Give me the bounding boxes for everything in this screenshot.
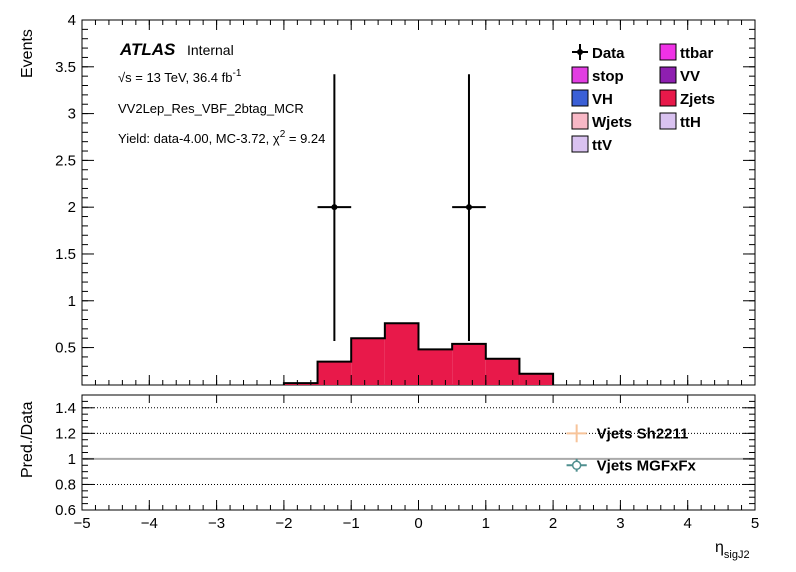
atlas-label: ATLAS xyxy=(119,40,176,59)
x-tick-label: 4 xyxy=(684,515,692,532)
legend-label: ttH xyxy=(680,114,701,131)
data-marker xyxy=(331,204,338,211)
legend-label: VH xyxy=(592,91,613,108)
legend-entry-stop: stop xyxy=(571,66,624,85)
legend-marker-dot xyxy=(577,49,583,55)
y-tick-label: 3.5 xyxy=(55,59,76,76)
legend-entry-zjets: Zjets xyxy=(659,89,715,108)
x-tick-label: −1 xyxy=(343,515,360,532)
legend-label: ttbar xyxy=(680,45,713,62)
legend-swatch xyxy=(659,112,677,130)
stack-bin-4 xyxy=(418,349,453,385)
x-axis-label-sub: sigJ2 xyxy=(724,549,750,561)
ratio-reference-lines xyxy=(82,407,755,485)
legend-entry-ttbar: ttbar xyxy=(659,43,713,62)
legend-swatch xyxy=(659,89,677,107)
y-tick-label: 3 xyxy=(68,106,76,123)
legend-swatch xyxy=(659,43,677,61)
data-point-0 xyxy=(317,74,352,342)
y-tick-label: 0.5 xyxy=(55,340,76,357)
ratio-plot-frame xyxy=(81,394,756,511)
stack-bin-7 xyxy=(519,373,554,385)
legend-entry-ttv: ttV xyxy=(571,135,612,154)
x-tick-label: −5 xyxy=(73,515,90,532)
x-tick-label: 2 xyxy=(549,515,557,532)
data-marker xyxy=(465,204,472,211)
legend: Data ttbar stop VV VH Zjets Wjets ttH ttV xyxy=(571,43,715,154)
ratio-y-axis-label: Pred./Data xyxy=(19,401,36,478)
legend-entry-vh: VH xyxy=(571,89,613,108)
legend-entry-wjets: Wjets xyxy=(571,112,632,131)
yield-tail: = 9.24 xyxy=(285,131,325,146)
stack-outline xyxy=(282,322,555,385)
ratio-series-0: Vjets Sh2211 xyxy=(566,424,689,442)
yield-sup: 2 xyxy=(280,129,286,140)
legend-label: Data xyxy=(592,45,625,62)
x-tick-label: −2 xyxy=(275,515,292,532)
legend-label: VV xyxy=(680,68,700,85)
legend-label: Zjets xyxy=(680,91,715,108)
legend-label: Wjets xyxy=(592,114,632,131)
stack-bin-6 xyxy=(485,358,520,385)
stack-bin-5 xyxy=(452,343,486,385)
ratio-series-label: Vjets MGFxFx xyxy=(597,457,697,474)
legend-swatch xyxy=(571,135,589,153)
ratio-y-tick-label: 1.4 xyxy=(55,400,76,417)
x-tick-label: −4 xyxy=(141,515,158,532)
ratio-y-tick-label: 0.6 xyxy=(55,502,76,519)
legend-entry-data: Data xyxy=(572,44,625,62)
ratio-marker xyxy=(571,460,582,471)
legend-entry-vv: VV xyxy=(659,66,700,85)
data-points xyxy=(317,74,486,342)
legend-swatch xyxy=(571,66,589,84)
x-axis-label-main: η xyxy=(715,539,724,556)
y-tick-label: 1 xyxy=(68,293,76,310)
region-text: VV2Lep_Res_VBF_2btag_MCR xyxy=(118,101,304,116)
ratio-points: Vjets Sh2211 Vjets MGFxFx xyxy=(566,424,697,474)
x-axis-label: ηsigJ2 xyxy=(715,539,750,561)
stacked-histogram xyxy=(282,322,555,385)
x-tick-label: 5 xyxy=(751,515,759,532)
energy-lumi-main: √s = 13 TeV, 36.4 fb xyxy=(118,70,232,85)
yield-main: Yield: data-4.00, MC-3.72, χ xyxy=(118,131,280,146)
legend-swatch xyxy=(659,66,677,84)
ratio-series-1: Vjets MGFxFx xyxy=(566,457,697,474)
stack-bin-1 xyxy=(317,361,352,385)
energy-lumi-text: √s = 13 TeV, 36.4 fb-1 xyxy=(118,68,242,85)
y-tick-label: 1.5 xyxy=(55,246,76,263)
legend-swatch xyxy=(571,89,589,107)
energy-lumi-sup: -1 xyxy=(232,68,241,79)
ratio-series-label: Vjets Sh2211 xyxy=(597,425,689,442)
y-tick-label: 2 xyxy=(68,199,76,216)
axes: −5 −4 −3 −2 −1 0 1 2 3 4 5 0.5 1 1.5 2 2.5 3 3.5 4 0.6 0.8 1 1… xyxy=(55,12,759,532)
yield-text: Yield: data-4.00, MC-3.72, χ2 = 9.24 xyxy=(118,129,325,146)
ratio-y-tick-label: 1 xyxy=(68,451,76,468)
x-tick-label: 0 xyxy=(414,515,422,532)
legend-swatch xyxy=(571,112,589,130)
data-point-1 xyxy=(452,74,486,342)
ratio-y-tick-label: 1.2 xyxy=(55,425,76,442)
ratio-y-tick-label: 0.8 xyxy=(55,476,76,493)
x-tick-label: −3 xyxy=(208,515,225,532)
legend-entry-tth: ttH xyxy=(659,112,701,131)
x-tick-label: 1 xyxy=(482,515,490,532)
y-axis-label: Events xyxy=(19,29,36,78)
y-tick-label: 4 xyxy=(68,12,76,29)
atlas-status: Internal xyxy=(187,42,234,58)
legend-label: stop xyxy=(592,68,624,85)
stack-bin-3 xyxy=(384,323,419,385)
legend-label: ttV xyxy=(592,137,612,154)
stack-bin-2 xyxy=(351,338,385,385)
y-tick-label: 2.5 xyxy=(55,152,76,169)
x-tick-label: 3 xyxy=(616,515,624,532)
